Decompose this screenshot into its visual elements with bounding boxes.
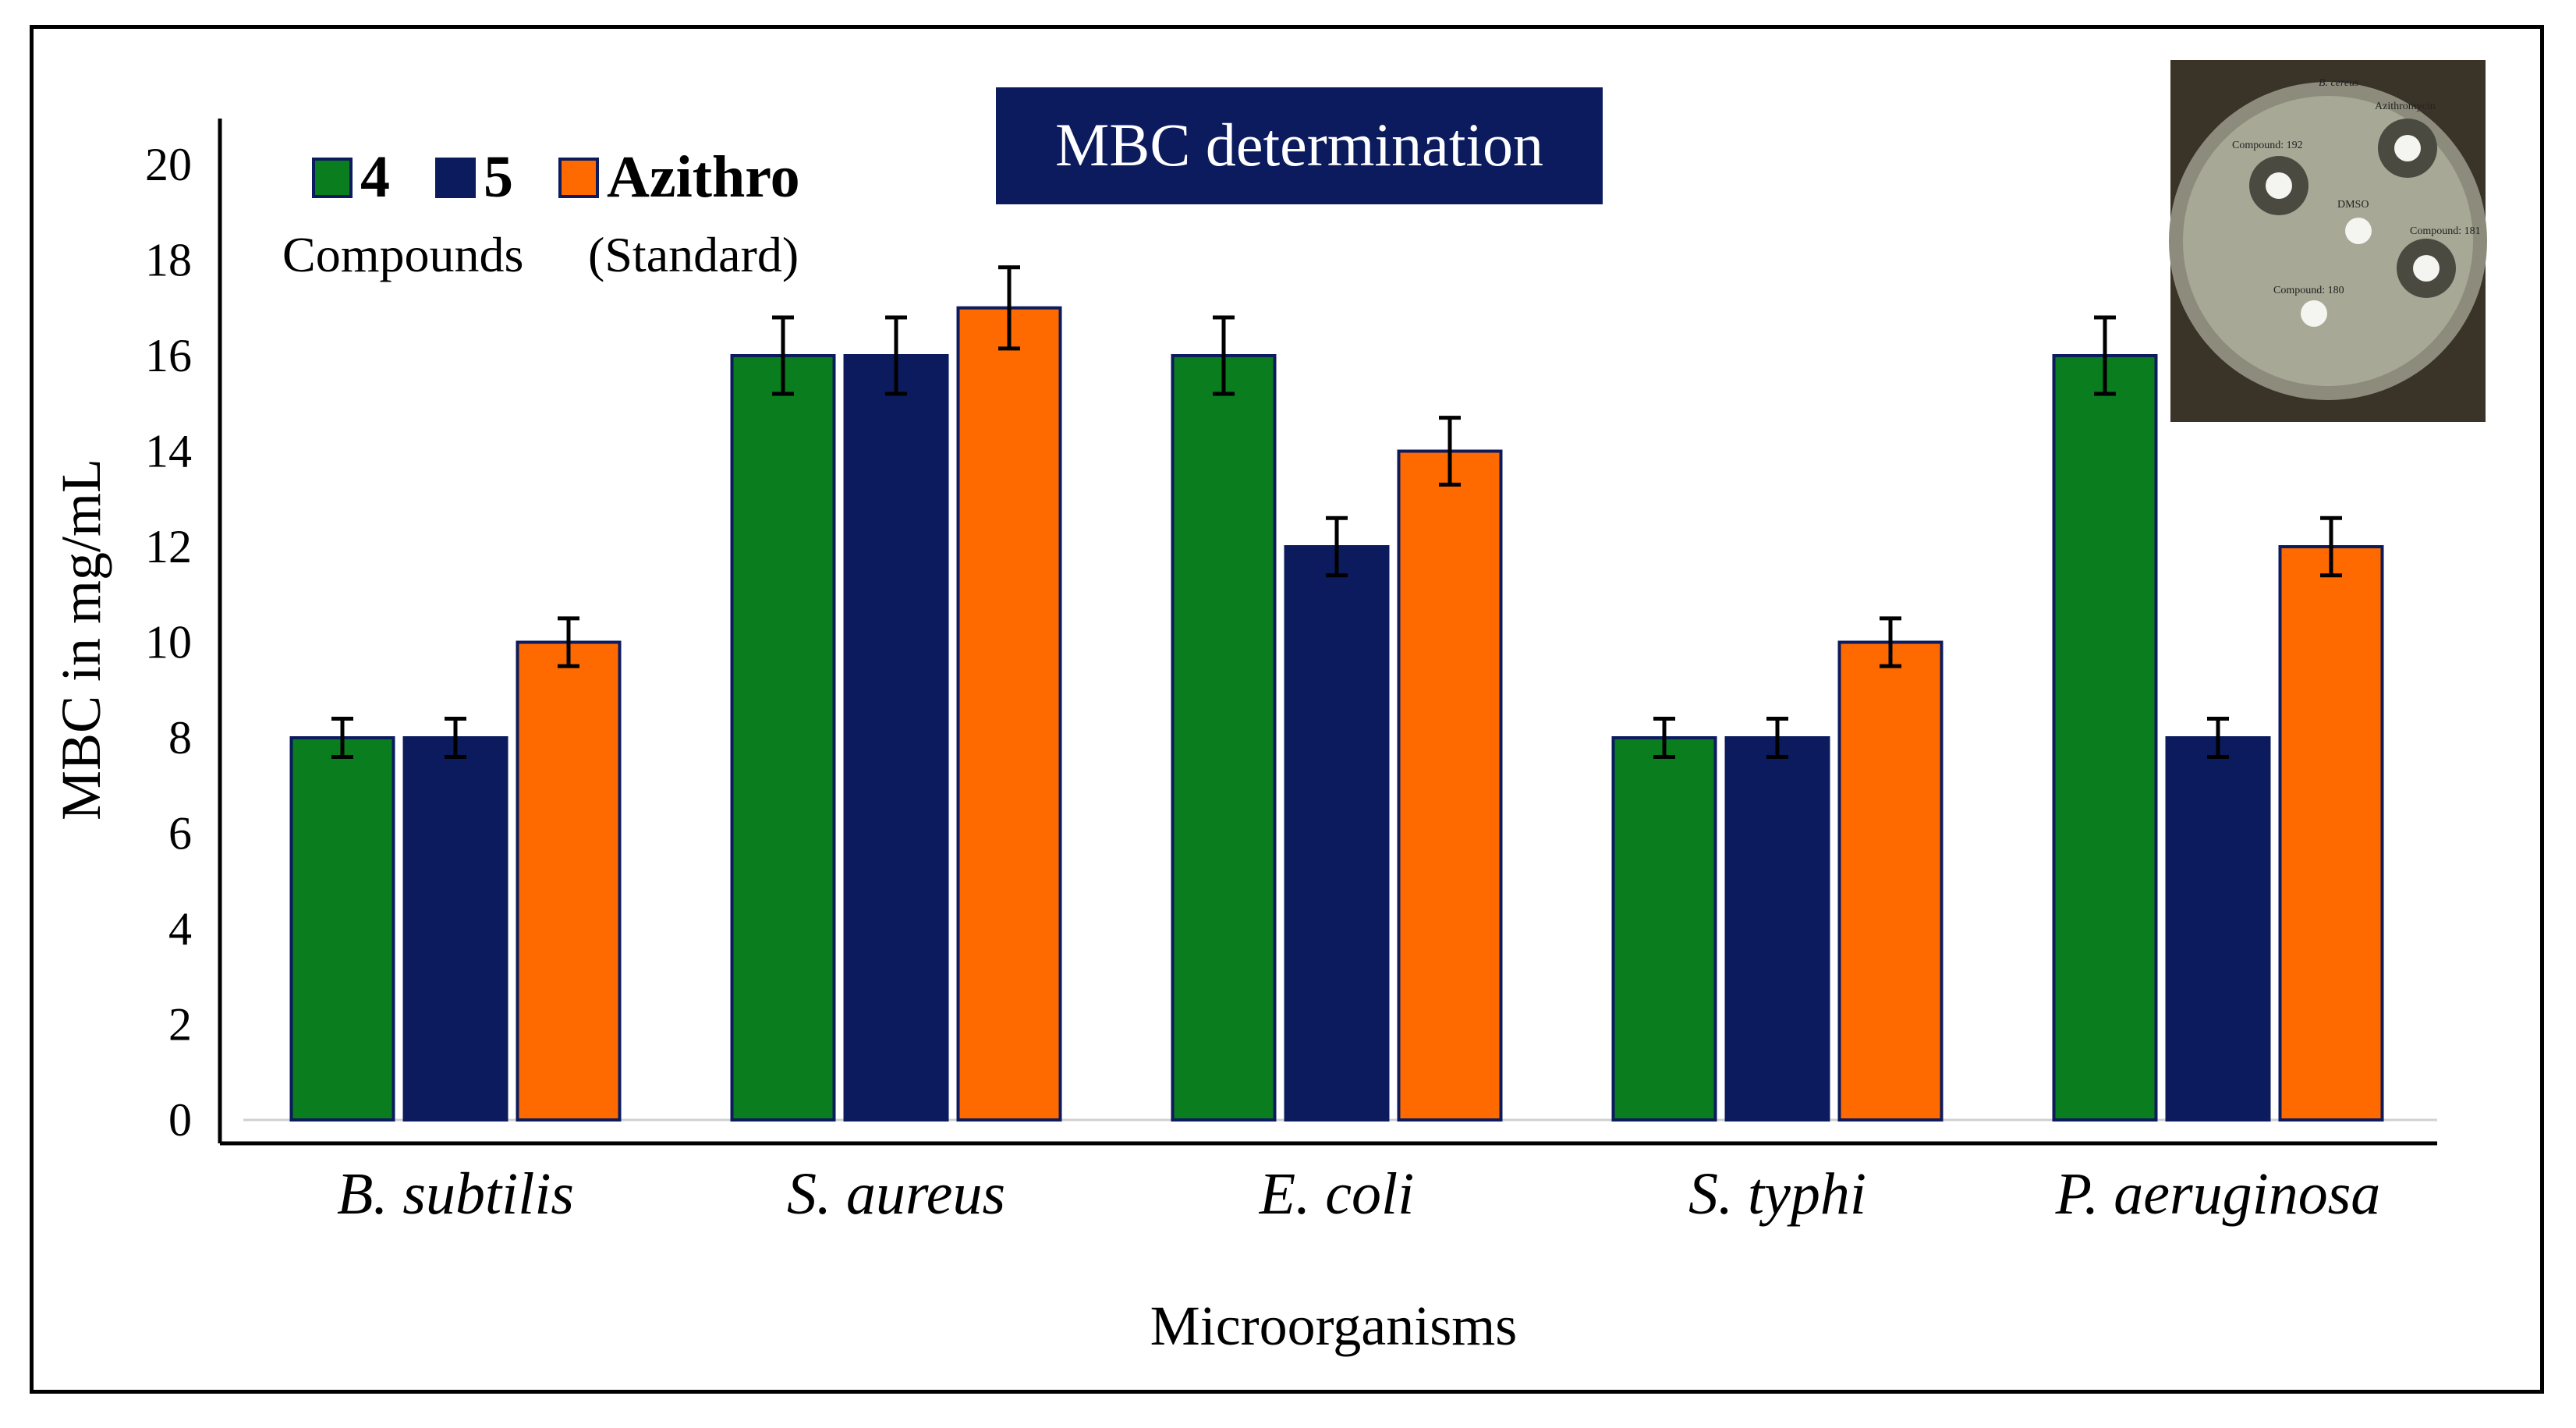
legend-label-4: 4 [360,144,390,210]
bar-5-4 [1724,736,1830,1121]
y-tick-label: 2 [168,999,192,1051]
bar-azithro-1 [516,640,622,1121]
y-tick-label: 4 [168,903,192,955]
error-bar [772,315,794,396]
error-bar [1439,416,1461,487]
y-tick-label: 10 [145,617,192,668]
petri-dish-photo: B. cereus Azithromycin Compound: 192 DMS… [2169,60,2487,422]
bar-5-2 [843,354,949,1121]
legend-subtitle-compounds: Compounds [282,227,523,282]
error-bar [445,717,466,759]
error-bar [1880,616,1901,668]
error-bar [1213,315,1235,396]
bar-4-3 [1171,354,1277,1121]
bar-4-4 [1611,736,1717,1121]
legend-label-5: 5 [484,144,513,210]
x-category-label: S. typhi [1688,1161,1866,1227]
legend: 4 5 Azithro Compounds (Standard) [282,144,800,282]
x-axis-title: Microorganisms [1150,1295,1518,1357]
error-bar [998,265,1020,351]
error-bar [2320,516,2342,578]
legend-swatch-4 [312,158,353,198]
bar-azithro-5 [2278,545,2384,1121]
error-bar [1326,516,1348,578]
bar-azithro-2 [956,306,1062,1121]
legend-label-azithro: Azithro [607,144,800,210]
y-tick-label: 20 [145,139,192,190]
chart-title: MBC determination [1055,111,1543,179]
error-bar [885,315,907,396]
error-bar [1766,717,1788,759]
y-tick-label: 0 [168,1094,192,1146]
error-bar [1653,717,1675,759]
y-axis-ticks: 0 2 4 6 8 10 12 14 16 18 20 [145,139,192,1146]
y-tick-label: 16 [145,330,192,381]
x-category-label: P. aeruginosa [2055,1161,2381,1227]
y-tick-label: 6 [168,808,192,859]
svg-text:DMSO: DMSO [2337,199,2369,211]
error-bar [331,717,353,759]
y-tick-label: 12 [145,521,192,572]
bar-4-1 [289,736,395,1121]
bar-4-2 [730,354,836,1121]
svg-text:Compound: 192: Compound: 192 [2232,140,2303,151]
bars [289,265,2384,1121]
x-category-label: S. aureus [787,1161,1005,1227]
bar-5-5 [2165,736,2271,1121]
x-category-label: E. coli [1259,1161,1414,1227]
legend-subtitle-standard: (Standard) [588,227,799,282]
y-tick-label: 18 [145,235,192,286]
y-axis-title: MBC in mg/mL [50,459,112,820]
y-tick-label: 14 [145,426,192,477]
bar-5-3 [1284,545,1390,1121]
legend-swatch-5 [435,158,476,198]
svg-text:B. cereus: B. cereus [2319,77,2359,89]
bar-azithro-4 [1837,640,1944,1121]
error-bar [2094,315,2116,396]
title-box [996,87,1603,204]
x-category-label: B. subtilis [337,1161,574,1227]
bar-5-1 [402,736,508,1121]
bar-azithro-3 [1397,449,1503,1121]
figure-frame [30,25,2544,1394]
svg-text:Azithromycin: Azithromycin [2375,101,2436,112]
bar-4-5 [2052,354,2158,1121]
error-bar [2207,717,2229,759]
x-axis-labels: B. subtilis S. aureus E. coli S. typhi P. ae… [337,1161,2380,1227]
y-tick-label: 8 [168,712,192,764]
legend-swatch-azithro [558,158,599,198]
error-bar [558,616,579,668]
svg-text:Compound: 181: Compound: 181 [2410,225,2481,237]
svg-text:Compound: 180: Compound: 180 [2273,285,2344,296]
